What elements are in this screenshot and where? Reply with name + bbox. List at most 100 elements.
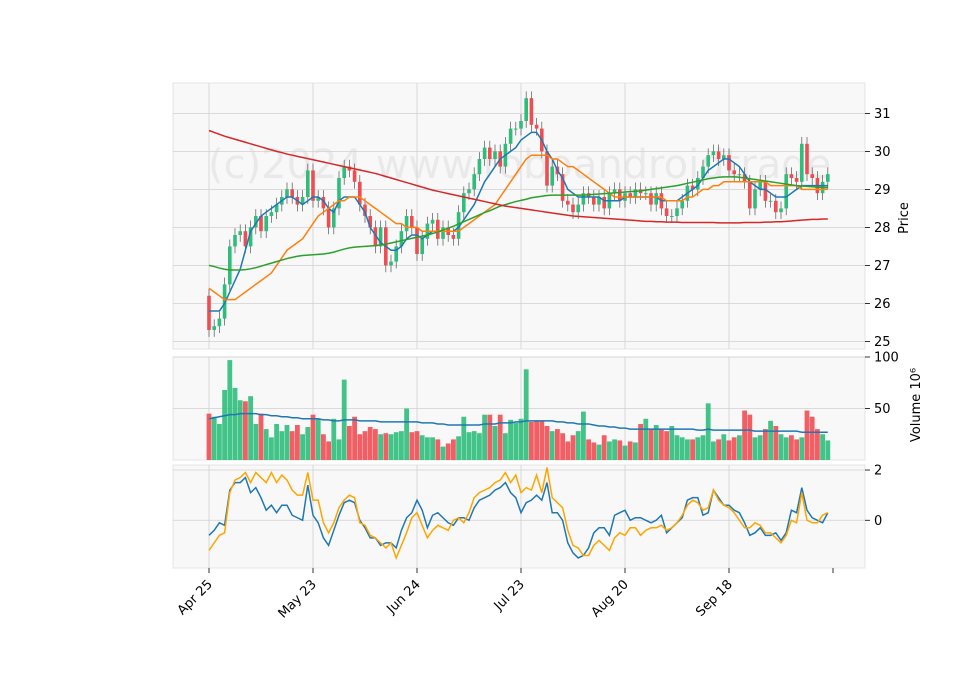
volume-bar	[601, 435, 607, 460]
volume-bar	[518, 418, 524, 460]
candle-body	[618, 189, 622, 201]
volume-bar	[222, 389, 227, 460]
volume-bar	[633, 442, 638, 460]
volume-bar	[357, 434, 363, 460]
volume-bar	[674, 435, 680, 460]
oscillator-line	[208, 467, 829, 561]
volume-bar	[815, 429, 820, 460]
volume-bar	[206, 413, 212, 460]
volume-bar	[367, 427, 373, 460]
volume-bar	[763, 429, 768, 460]
candle-body	[654, 193, 658, 205]
candle-body	[664, 208, 669, 216]
volume-bar	[695, 437, 701, 460]
volume-bar	[305, 427, 311, 460]
volume-bar	[711, 441, 716, 460]
candle-body	[774, 200, 778, 213]
volume-bar	[653, 424, 659, 460]
grid-lines	[173, 83, 865, 568]
volume-bar	[331, 418, 337, 460]
volume-bar	[809, 416, 815, 460]
volume-bar	[419, 435, 425, 460]
volume-bar	[232, 387, 238, 460]
candle-body	[326, 208, 331, 228]
volume-bar	[685, 439, 690, 460]
candle-body	[560, 174, 565, 201]
candle-body	[690, 185, 695, 190]
candle-body	[373, 227, 378, 247]
y-tick-label: 31	[874, 107, 891, 122]
volume-bar	[487, 414, 493, 460]
candle-body	[727, 155, 731, 171]
price-axis-label: Price	[897, 202, 912, 234]
candle-body	[269, 212, 274, 216]
candle-body	[670, 216, 674, 217]
volume-bar	[648, 429, 654, 460]
candle-body	[274, 204, 279, 213]
volume-bar	[217, 423, 222, 460]
volume-bar	[804, 410, 810, 460]
candle-body	[784, 174, 788, 209]
volume-bar	[388, 434, 394, 460]
candle-body	[680, 200, 684, 209]
volume-bar	[404, 408, 409, 460]
price-ma-line	[209, 131, 828, 312]
volume-bar	[679, 437, 685, 460]
volume-bar	[690, 439, 695, 460]
candle-body	[399, 231, 404, 247]
volume-bar	[435, 439, 441, 460]
volume-bar	[643, 418, 649, 460]
volume-bar	[731, 437, 737, 460]
x-tick-label: Jul 23	[491, 577, 528, 614]
y-tick-label: 26	[874, 297, 891, 312]
candle-body	[597, 197, 601, 205]
candle-body	[753, 189, 757, 209]
volume-bar	[555, 429, 560, 460]
volume-bar	[783, 437, 789, 460]
candle-body	[748, 181, 752, 209]
volume-bar	[669, 426, 675, 460]
candle-body	[332, 208, 336, 228]
candle-body	[649, 193, 653, 205]
oscillator-lines	[208, 467, 829, 561]
volume-bar	[705, 403, 711, 460]
candle-body	[706, 155, 710, 167]
candle-body	[488, 147, 492, 159]
volume-bar	[570, 435, 576, 460]
candle-body	[467, 189, 471, 194]
volume-bar	[440, 446, 446, 460]
candle-body	[300, 197, 305, 205]
candle-body	[394, 246, 398, 262]
volume-bar	[445, 443, 451, 460]
volume-bar	[253, 423, 259, 460]
volume-bar	[664, 431, 669, 460]
candle-body	[233, 235, 237, 247]
volume-bar	[607, 441, 612, 460]
candle-body	[290, 189, 294, 197]
candle-body	[722, 155, 726, 159]
volume-bar	[565, 441, 571, 460]
volume-bar	[768, 420, 773, 460]
candle-body	[217, 318, 222, 327]
candle-body	[363, 204, 367, 216]
volume-bar	[794, 439, 799, 460]
x-tick-label: Apr 25	[175, 577, 216, 618]
candle-body	[612, 189, 617, 194]
volume-bar	[591, 442, 597, 460]
candle-body	[534, 124, 539, 129]
candle-body	[566, 200, 570, 205]
volume-bar	[289, 431, 295, 460]
candle-body	[794, 178, 799, 182]
x-tick-labels: Apr 25 May 23 Jun 24 Jul 23 Aug 20 Sep 18	[175, 568, 834, 621]
candle-body	[581, 193, 586, 205]
candle-body	[628, 193, 632, 197]
candle-body	[737, 174, 742, 176]
price-panel-bg	[172, 82, 866, 350]
candle-body	[243, 231, 248, 247]
volume-bar	[596, 444, 602, 460]
volume-bar	[243, 401, 248, 460]
volume-bar	[310, 414, 316, 460]
volume-bar	[752, 437, 758, 460]
candle-body	[404, 216, 409, 232]
candle-body	[212, 326, 216, 330]
